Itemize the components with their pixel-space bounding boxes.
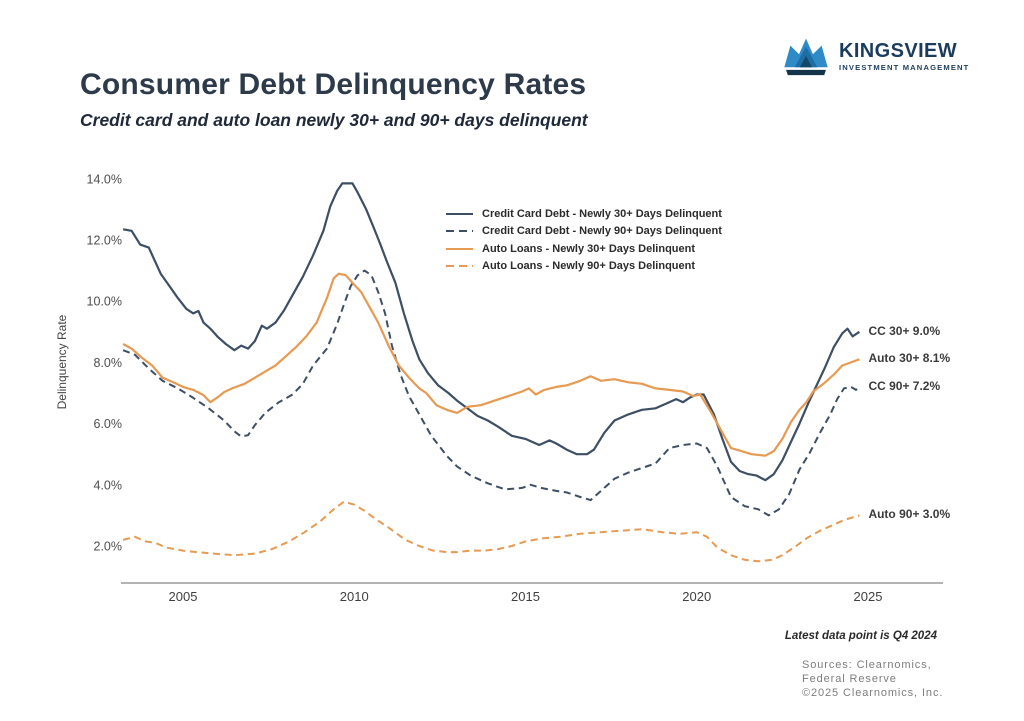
- kingsview-logo: KINGSVIEW INVESTMENT MANAGEMENT: [780, 33, 969, 79]
- legend-line-sample: [446, 212, 473, 215]
- legend-line-sample: [446, 230, 473, 233]
- legend-line-sample: [446, 247, 473, 250]
- line-series-0: [122, 182, 861, 482]
- y-tick-label: 2.0%: [94, 540, 123, 554]
- legend-label: Credit Card Debt - Newly 30+ Days Delinq…: [482, 207, 722, 220]
- legend-item-cc-90: Credit Card Debt - Newly 90+ Days Delinq…: [446, 223, 722, 241]
- x-tick-label: 2005: [169, 589, 198, 604]
- sources-block: Sources: Clearnomics, Federal Reserve ©2…: [802, 658, 943, 700]
- legend-item-cc-30: Credit Card Debt - Newly 30+ Days Delinq…: [446, 205, 722, 223]
- legend-swatch-auto-90: [446, 264, 473, 268]
- crown-icon: [784, 38, 828, 76]
- latest-data-footnote: Latest data point is Q4 2024: [784, 630, 937, 642]
- y-axis-title: Delinquency Rate: [55, 314, 69, 409]
- y-tick-label: 4.0%: [94, 478, 123, 492]
- end-label-cc-30: CC 30+ 9.0%: [868, 323, 941, 338]
- legend-line-sample: [446, 265, 473, 268]
- legend-item-auto-30: Auto Loans - Newly 30+ Days Delinquent: [446, 240, 722, 258]
- line-series-3: [122, 500, 860, 563]
- end-label-auto-90: Auto 90+ 3.0%: [868, 507, 951, 522]
- y-tick-label: 10.0%: [87, 295, 122, 309]
- logo-tagline: INVESTMENT MANAGEMENT: [839, 63, 970, 72]
- y-tick-label: 8.0%: [94, 356, 123, 370]
- page-title: Consumer Debt Delinquency Rates: [80, 68, 587, 101]
- page-subtitle: Credit card and auto loan newly 30+ and …: [80, 110, 588, 130]
- legend-label: Auto Loans - Newly 90+ Days Delinquent: [482, 260, 696, 273]
- legend-label: Credit Card Debt - Newly 90+ Days Delinq…: [482, 225, 722, 238]
- legend-swatch-auto-30: [446, 247, 473, 251]
- end-label-cc-90: CC 90+ 7.2%: [868, 378, 941, 393]
- logo-name: KINGSVIEW: [839, 40, 958, 62]
- end-label-auto-30: Auto 30+ 8.1%: [868, 351, 951, 366]
- chart-legend: Credit Card Debt - Newly 30+ Days Delinq…: [446, 205, 722, 275]
- sources-line: ©2025 Clearnomics, Inc.: [802, 687, 944, 699]
- y-tick-label: 14.0%: [87, 172, 122, 186]
- x-tick-label: 2010: [340, 589, 369, 604]
- x-tick-label: 2015: [511, 589, 540, 604]
- x-tick-label: 2025: [854, 589, 883, 604]
- y-tick-label: 6.0%: [94, 417, 123, 431]
- x-tick-label: 2020: [682, 589, 711, 604]
- legend-swatch-cc-30: [446, 212, 473, 216]
- sources-line: Federal Reserve: [802, 673, 897, 685]
- y-tick-label: 12.0%: [87, 234, 122, 248]
- line-series-1: [122, 269, 861, 517]
- legend-swatch-cc-90: [446, 229, 473, 233]
- line-series-2: [122, 272, 860, 457]
- legend-label: Auto Loans - Newly 30+ Days Delinquent: [482, 242, 696, 255]
- sources-line: Sources: Clearnomics,: [802, 659, 932, 671]
- legend-item-auto-90: Auto Loans - Newly 90+ Days Delinquent: [446, 258, 722, 276]
